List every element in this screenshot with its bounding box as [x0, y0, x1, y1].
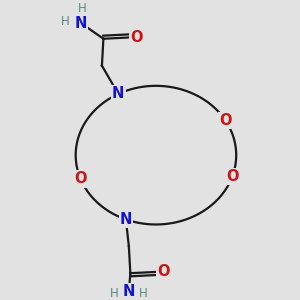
Text: O: O	[74, 171, 87, 186]
Text: O: O	[226, 169, 239, 184]
Text: H: H	[60, 15, 69, 28]
Text: N: N	[123, 284, 135, 299]
Text: O: O	[219, 113, 232, 128]
Text: N: N	[112, 86, 124, 101]
Text: O: O	[157, 264, 170, 279]
Text: H: H	[78, 2, 87, 15]
Text: N: N	[120, 212, 132, 227]
Text: O: O	[130, 30, 142, 45]
Text: H: H	[139, 286, 148, 299]
Text: N: N	[75, 16, 87, 31]
Text: H: H	[110, 286, 119, 299]
